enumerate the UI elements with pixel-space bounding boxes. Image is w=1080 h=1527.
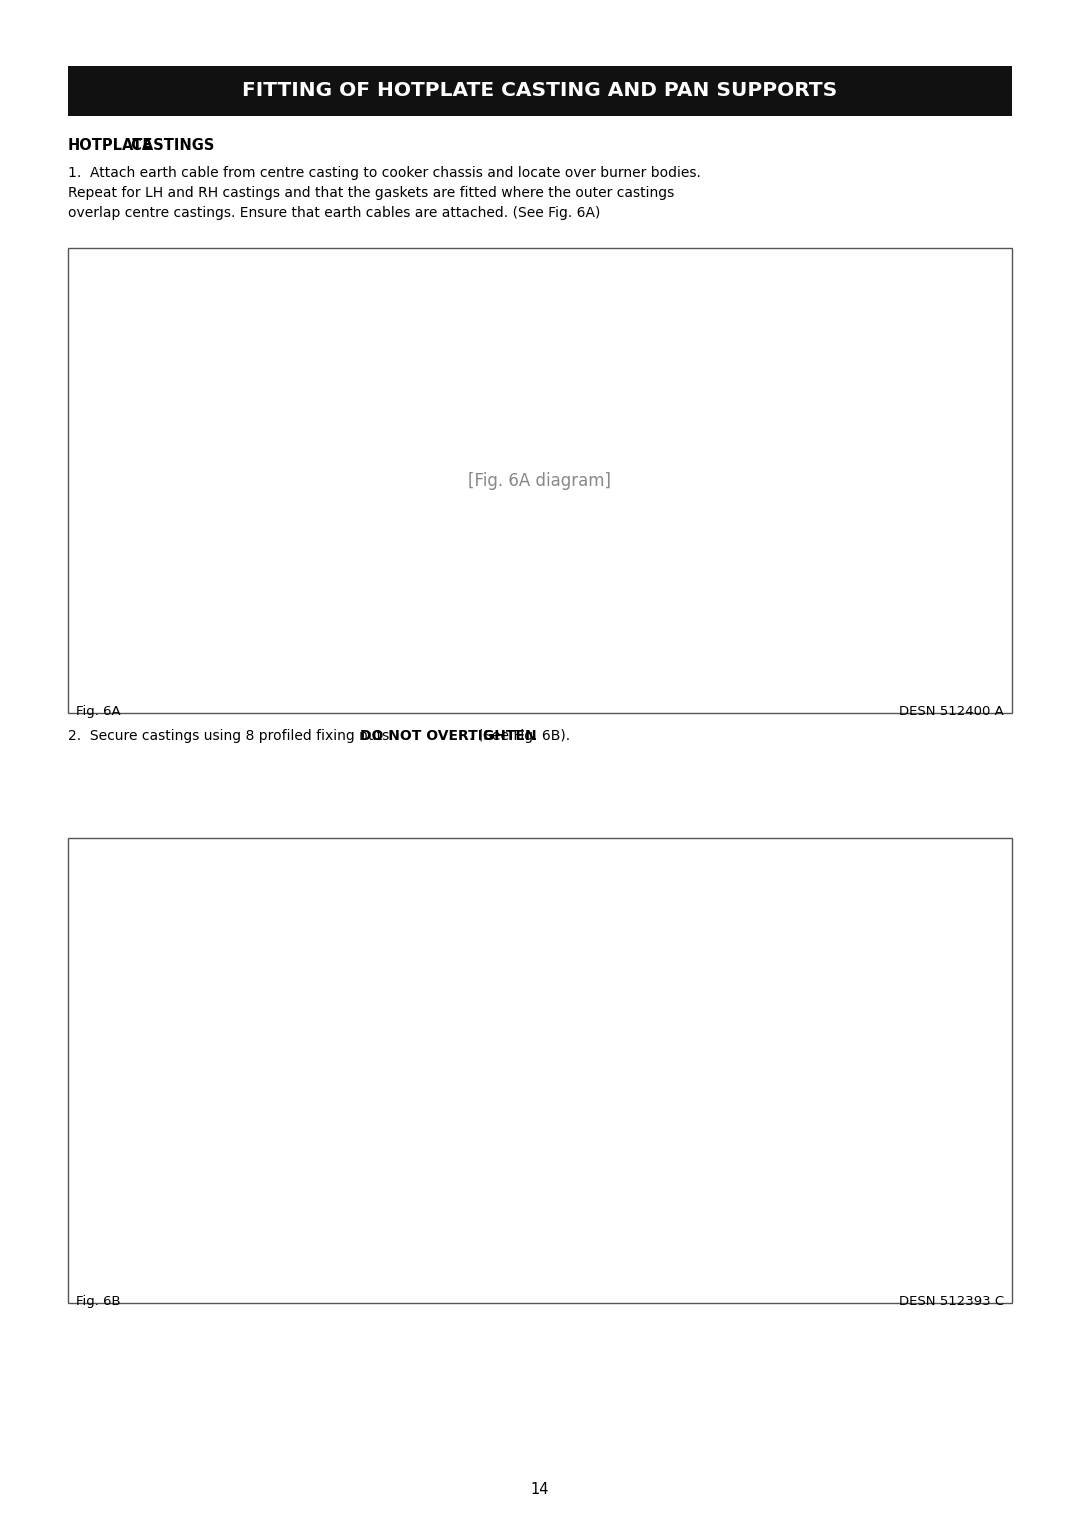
Text: overlap centre castings. Ensure that earth cables are attached. (See Fig. 6A): overlap centre castings. Ensure that ear…	[68, 206, 600, 220]
Text: DESN 512400 A: DESN 512400 A	[900, 705, 1004, 718]
Text: 1.  Attach earth cable from centre casting to cooker chassis and locate over bur: 1. Attach earth cable from centre castin…	[68, 166, 701, 180]
Text: 2.  Secure castings using 8 profiled fixing nuts.: 2. Secure castings using 8 profiled fixi…	[68, 728, 399, 744]
Text: [Fig. 6A diagram]: [Fig. 6A diagram]	[469, 472, 611, 490]
Text: HOTPLATE: HOTPLATE	[68, 137, 153, 153]
Text: FITTING OF HOTPLATE CASTING AND PAN SUPPORTS: FITTING OF HOTPLATE CASTING AND PAN SUPP…	[242, 81, 838, 101]
Text: Fig. 6A: Fig. 6A	[76, 705, 121, 718]
Text: 2.  Secure castings using 8 profiled fixing nuts.: 2. Secure castings using 8 profiled fixi…	[68, 728, 399, 744]
Text: Fig. 6B: Fig. 6B	[76, 1295, 121, 1309]
Text: DESN 512393 C: DESN 512393 C	[899, 1295, 1004, 1309]
Text: Repeat for LH and RH castings and that the gaskets are fitted where the outer ca: Repeat for LH and RH castings and that t…	[68, 186, 674, 200]
Text: 14: 14	[530, 1483, 550, 1498]
Text: DO NOT OVERTIGHTEN: DO NOT OVERTIGHTEN	[361, 728, 537, 744]
Text: CASTINGS: CASTINGS	[125, 137, 214, 153]
Text: . (See Fig. 6B).: . (See Fig. 6B).	[469, 728, 570, 744]
FancyBboxPatch shape	[68, 66, 1012, 116]
FancyBboxPatch shape	[68, 247, 1012, 713]
FancyBboxPatch shape	[68, 838, 1012, 1303]
